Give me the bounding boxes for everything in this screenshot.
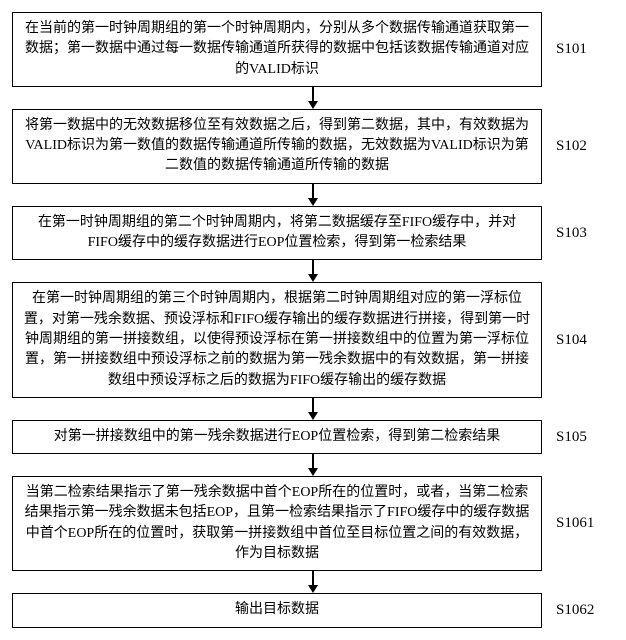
step-row: 输出目标数据 S1062 — [12, 593, 614, 627]
step-row: 在第一时钟周期组的第三个时钟周期内，根据第二时钟周期组对应的第一浮标位置，对第一… — [12, 282, 614, 397]
step-label-s104: S104 — [556, 332, 587, 349]
step-box-s101: 在当前的第一时钟周期组的第一个时钟周期内，分别从多个数据传输通道获取第一数据；第… — [12, 12, 542, 87]
step-row: 在第一时钟周期组的第二个时钟周期内，将第二数据缓存至FIFO缓存中，并对FIFO… — [12, 206, 614, 261]
step-row: 对第一拼接数组中的第一残余数据进行EOP位置检索，得到第二检索结果 S105 — [12, 420, 614, 454]
step-label-s101: S101 — [556, 41, 587, 58]
arrow — [48, 87, 578, 109]
arrow — [48, 571, 578, 593]
step-box-s104: 在第一时钟周期组的第三个时钟周期内，根据第二时钟周期组对应的第一浮标位置，对第一… — [12, 282, 542, 397]
step-box-s102: 将第一数据中的无效数据移位至有效数据之后，得到第二数据，其中，有效数据为VALI… — [12, 109, 542, 184]
step-label-s102: S102 — [556, 138, 587, 155]
step-row: 在当前的第一时钟周期组的第一个时钟周期内，分别从多个数据传输通道获取第一数据；第… — [12, 12, 614, 87]
step-box-s1061: 当第二检索结果指示了第一残余数据中首个EOP所在的位置时，或者，当第二检索结果指… — [12, 476, 542, 571]
step-box-s103: 在第一时钟周期组的第二个时钟周期内，将第二数据缓存至FIFO缓存中，并对FIFO… — [12, 206, 542, 261]
step-box-s105: 对第一拼接数组中的第一残余数据进行EOP位置检索，得到第二检索结果 — [12, 420, 542, 454]
step-label-s1062: S1062 — [556, 602, 594, 619]
arrow — [48, 398, 578, 420]
arrow — [48, 260, 578, 282]
step-box-s1062: 输出目标数据 — [12, 593, 542, 627]
step-label-s1061: S1061 — [556, 515, 594, 532]
step-label-s105: S105 — [556, 429, 587, 446]
step-row: 当第二检索结果指示了第一残余数据中首个EOP所在的位置时，或者，当第二检索结果指… — [12, 476, 614, 571]
arrow — [48, 454, 578, 476]
flowchart-container: 在当前的第一时钟周期组的第一个时钟周期内，分别从多个数据传输通道获取第一数据；第… — [12, 12, 614, 628]
step-label-s103: S103 — [556, 225, 587, 242]
step-row: 将第一数据中的无效数据移位至有效数据之后，得到第二数据，其中，有效数据为VALI… — [12, 109, 614, 184]
arrow — [48, 184, 578, 206]
